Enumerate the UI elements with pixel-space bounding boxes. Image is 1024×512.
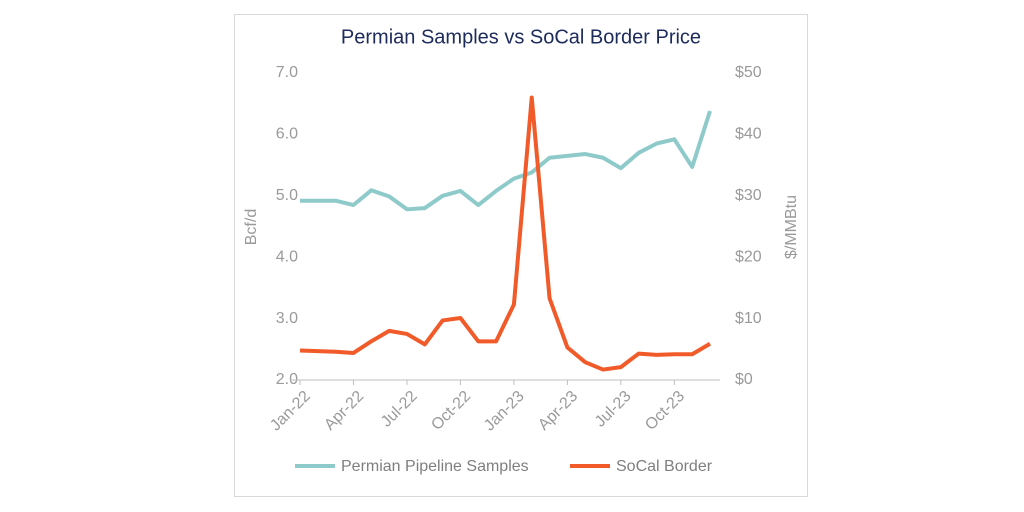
- y2-tick-label: $20: [735, 248, 762, 265]
- y-tick-label: 6.0: [276, 126, 298, 143]
- x-tick-label: Oct-22: [428, 388, 474, 434]
- legend-label: SoCal Border: [616, 458, 713, 475]
- y2-axis-title: $/MMBtu: [783, 195, 800, 259]
- series-line: [300, 110, 712, 212]
- y-tick-label: 3.0: [276, 310, 298, 327]
- series-line: [299, 95, 712, 372]
- chart-title: Permian Samples vs SoCal Border Price: [341, 26, 701, 48]
- x-tick-label: Jul-23: [592, 388, 635, 431]
- x-tick-label: Apr-23: [535, 388, 581, 434]
- x-tick-label: Apr-22: [321, 388, 367, 434]
- y2-tick-label: $40: [735, 126, 762, 143]
- y-tick-label: 7.0: [276, 64, 298, 81]
- y-tick-label: 4.0: [276, 248, 298, 265]
- y2-tick-label: $50: [735, 64, 762, 81]
- y-tick-label: 2.0: [276, 371, 298, 388]
- y-tick-label: 5.0: [276, 187, 298, 204]
- y2-tick-label: $10: [735, 310, 762, 327]
- x-tick-label: Jul-22: [378, 388, 421, 431]
- y-axis-title: Bcf/d: [243, 209, 260, 245]
- y2-tick-label: $30: [735, 187, 762, 204]
- x-tick-label: Oct-23: [642, 388, 688, 434]
- chart-frame: [234, 14, 808, 497]
- x-tick-label: Jan-23: [481, 388, 528, 435]
- legend-label: Permian Pipeline Samples: [341, 458, 529, 475]
- x-tick-label: Jan-22: [267, 388, 314, 435]
- y2-tick-label: $0: [735, 371, 753, 388]
